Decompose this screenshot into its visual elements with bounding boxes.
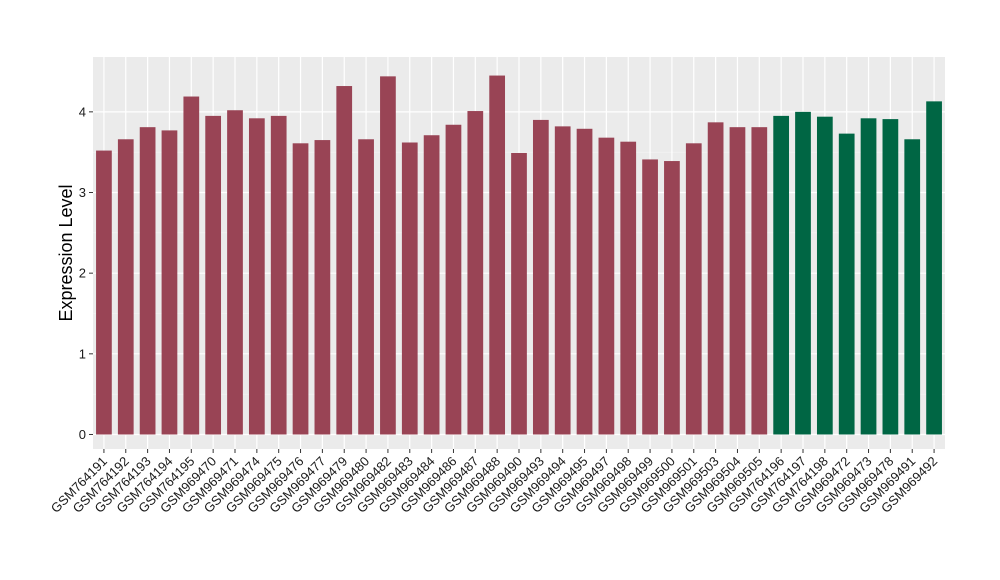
y-axis-ticks: 0 1 2 3 4 [79,104,93,442]
bar-GSM969503 [707,122,724,435]
bar-GSM969484 [423,135,440,435]
bar-GSM764193 [139,127,156,435]
bar-GSM969483 [401,142,418,435]
bar-GSM969490 [511,152,527,435]
bar-GSM969488 [489,75,506,435]
bar-GSM969495 [576,128,593,435]
bar-GSM969474 [248,118,265,435]
bar-GSM969498 [620,141,637,435]
bar-GSM764191 [96,150,112,435]
y-axis-title: Expression Level [56,184,76,321]
y-tick-label: 2 [79,266,86,281]
bar-GSM969482 [380,76,396,435]
bar-GSM969486 [445,124,462,435]
y-tick-label: 0 [79,427,86,442]
bar-GSM969494 [554,126,571,435]
bar-GSM969491 [904,139,921,435]
bar-GSM969475 [270,115,287,435]
bar-GSM969473 [860,118,877,435]
bar-GSM969499 [642,159,658,435]
bar-GSM969470 [205,115,222,435]
bar-GSM764197 [795,111,811,435]
bar-GSM969471 [227,110,243,435]
bars [96,75,942,435]
bar-GSM969479 [336,86,353,435]
bar-GSM969476 [292,143,309,435]
bar-GSM764196 [773,115,790,435]
x-axis-ticks: GSM764191GSM764192GSM764193GSM764194GSM7… [48,449,940,516]
bar-GSM764195 [183,96,200,435]
bar-GSM764192 [117,139,134,435]
y-tick-label: 4 [79,104,86,119]
bar-GSM969492 [926,101,942,435]
bar-GSM969472 [838,133,855,435]
bar-GSM969480 [358,139,374,435]
bar-GSM969478 [882,119,899,435]
bar-GSM969493 [532,119,549,435]
bar-GSM969487 [467,111,484,435]
y-tick-label: 3 [79,185,86,200]
bar-GSM969500 [664,161,680,435]
y-tick-label: 1 [79,346,86,361]
bar-GSM969501 [685,143,702,435]
bar-GSM969497 [598,137,615,435]
bar-GSM764198 [816,116,833,435]
bar-GSM969505 [751,127,768,435]
bar-GSM969477 [314,140,331,435]
bar-GSM969504 [729,127,746,435]
bar-GSM764194 [161,130,178,435]
